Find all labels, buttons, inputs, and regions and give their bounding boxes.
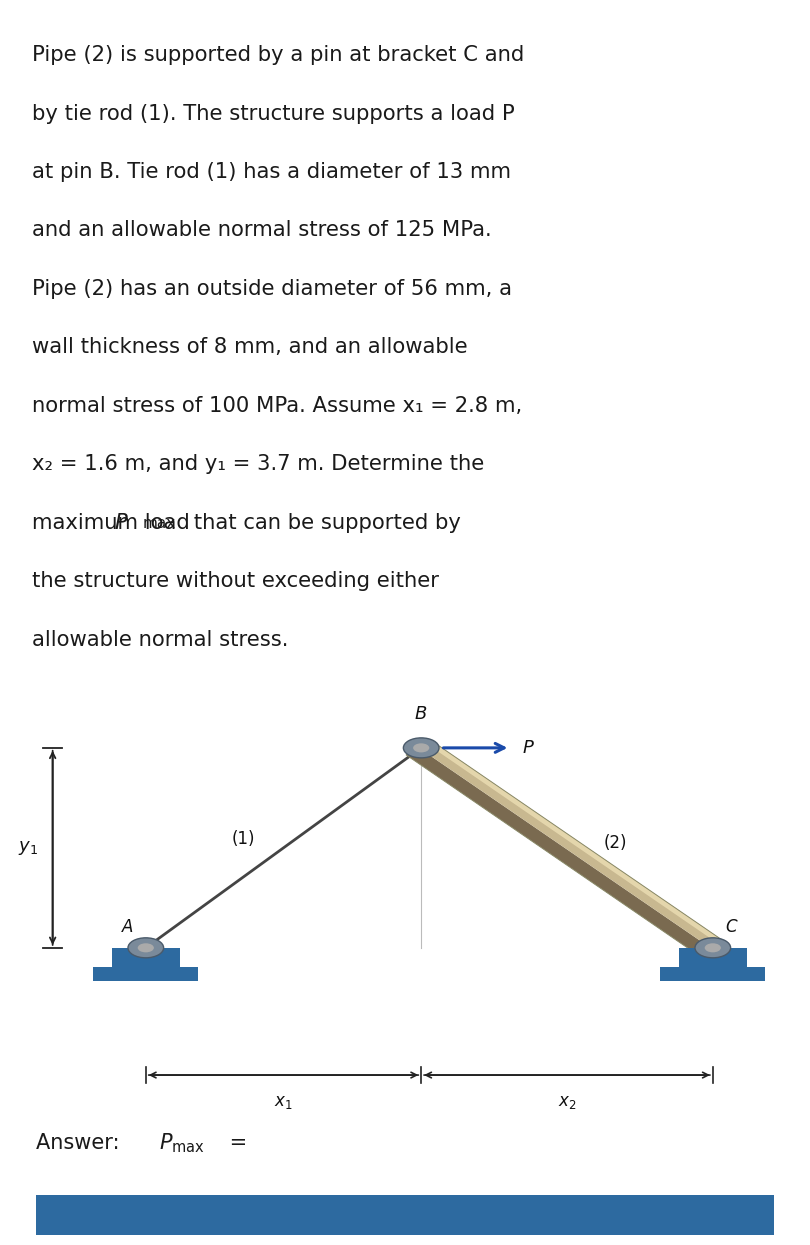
Circle shape [413,743,429,752]
Text: C: C [725,919,736,936]
Text: $x_2$: $x_2$ [558,1093,576,1112]
Bar [660,967,765,981]
Text: by tie rod (1). The structure supports a load P: by tie rod (1). The structure supports a… [32,103,515,123]
Text: B: B [415,705,428,723]
Bar [36,1195,774,1235]
Text: $P_{\mathrm{max}}$: $P_{\mathrm{max}}$ [159,1132,205,1155]
Polygon shape [428,742,725,945]
Bar [679,947,747,967]
Circle shape [695,937,731,957]
Text: max: max [143,517,176,532]
Polygon shape [406,748,711,955]
Polygon shape [420,742,725,949]
Text: $P$: $P$ [114,513,129,533]
Text: (1): (1) [231,829,255,848]
Text: the structure without exceeding either: the structure without exceeding either [32,571,439,591]
Circle shape [128,937,164,957]
Circle shape [138,944,154,952]
Text: wall thickness of 8 mm, and an allowable: wall thickness of 8 mm, and an allowable [32,337,468,357]
Text: $y_1$: $y_1$ [19,839,38,857]
Text: P: P [522,738,533,757]
Text: x₂ = 1.6 m, and y₁ = 3.7 m. Determine the: x₂ = 1.6 m, and y₁ = 3.7 m. Determine th… [32,454,484,474]
Text: maximum load: maximum load [32,513,197,533]
Text: Answer:: Answer: [36,1133,126,1153]
Text: and an allowable normal stress of 125 MPa.: and an allowable normal stress of 125 MP… [32,220,492,240]
Text: A: A [122,919,134,936]
Bar [93,967,198,981]
Text: $x_1$: $x_1$ [274,1093,293,1112]
Bar [112,947,180,967]
Text: normal stress of 100 MPa. Assume x₁ = 2.8 m,: normal stress of 100 MPa. Assume x₁ = 2.… [32,396,522,416]
Text: =: = [223,1133,247,1153]
Circle shape [705,944,721,952]
Text: allowable normal stress.: allowable normal stress. [32,630,289,650]
Text: (2): (2) [603,834,627,853]
Text: Pipe (2) is supported by a pin at bracket C and: Pipe (2) is supported by a pin at bracke… [32,45,525,65]
Text: that can be supported by: that can be supported by [186,513,461,533]
Circle shape [403,738,439,758]
Text: at pin B. Tie rod (1) has a diameter of 13 mm: at pin B. Tie rod (1) has a diameter of … [32,162,511,182]
Text: Pipe (2) has an outside diameter of 56 mm, a: Pipe (2) has an outside diameter of 56 m… [32,279,513,299]
